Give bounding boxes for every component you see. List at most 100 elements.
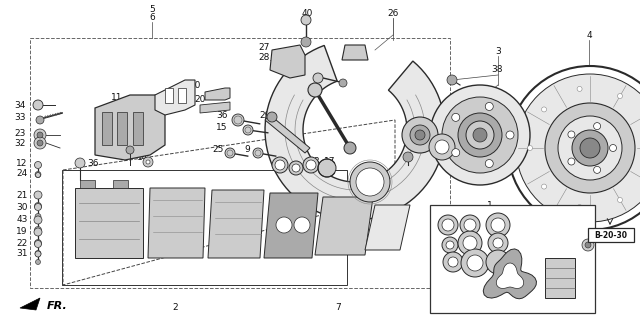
Circle shape — [272, 157, 288, 173]
Circle shape — [491, 218, 505, 232]
Circle shape — [582, 239, 594, 251]
Text: 2: 2 — [172, 302, 178, 311]
Text: 41: 41 — [595, 220, 607, 229]
Circle shape — [35, 259, 40, 264]
Circle shape — [486, 250, 510, 274]
Text: 33: 33 — [14, 114, 26, 122]
Circle shape — [485, 102, 493, 110]
Circle shape — [243, 125, 253, 135]
Circle shape — [493, 238, 503, 248]
Circle shape — [301, 15, 311, 25]
Circle shape — [34, 216, 42, 224]
Circle shape — [289, 161, 303, 175]
Circle shape — [527, 145, 532, 151]
Circle shape — [446, 241, 454, 249]
Text: 37: 37 — [310, 84, 322, 93]
Text: 31: 31 — [16, 249, 28, 258]
Circle shape — [488, 233, 508, 253]
Circle shape — [402, 117, 438, 153]
Circle shape — [558, 116, 622, 180]
Text: 13: 13 — [121, 140, 132, 150]
Circle shape — [126, 146, 134, 154]
Text: 39: 39 — [447, 140, 459, 150]
Polygon shape — [208, 190, 264, 258]
Text: 18: 18 — [309, 158, 321, 167]
Circle shape — [35, 240, 42, 247]
Circle shape — [577, 86, 582, 92]
Polygon shape — [75, 188, 143, 258]
Circle shape — [442, 237, 458, 253]
Polygon shape — [205, 88, 230, 100]
Text: 22: 22 — [17, 240, 28, 249]
Circle shape — [594, 167, 600, 173]
Circle shape — [541, 107, 547, 112]
Polygon shape — [133, 112, 143, 145]
Circle shape — [313, 73, 323, 83]
Text: 36: 36 — [216, 112, 228, 121]
Circle shape — [516, 74, 640, 222]
Polygon shape — [342, 45, 368, 60]
Text: 38: 38 — [492, 65, 503, 75]
Circle shape — [34, 228, 42, 236]
Circle shape — [609, 145, 616, 152]
Circle shape — [577, 204, 582, 210]
Circle shape — [35, 203, 42, 210]
Circle shape — [35, 241, 42, 248]
Bar — [30, 38, 450, 288]
Circle shape — [344, 142, 356, 154]
Circle shape — [318, 159, 336, 177]
Circle shape — [308, 83, 322, 97]
Circle shape — [303, 157, 319, 173]
Circle shape — [301, 37, 311, 47]
Circle shape — [448, 257, 458, 267]
Polygon shape — [315, 197, 373, 255]
Circle shape — [594, 122, 600, 130]
Text: 43: 43 — [16, 216, 28, 225]
Circle shape — [618, 93, 623, 99]
Text: 7: 7 — [335, 302, 341, 311]
Circle shape — [580, 138, 600, 158]
Circle shape — [356, 168, 384, 196]
Text: 24: 24 — [17, 168, 28, 177]
Text: 15: 15 — [216, 122, 228, 131]
Text: 5: 5 — [149, 5, 155, 14]
Circle shape — [452, 149, 460, 157]
Text: 12: 12 — [16, 159, 28, 167]
Circle shape — [232, 114, 244, 126]
Polygon shape — [365, 205, 410, 250]
Circle shape — [35, 213, 41, 219]
Text: 1: 1 — [487, 201, 493, 210]
Polygon shape — [165, 88, 173, 103]
Circle shape — [146, 160, 150, 164]
Bar — [430, 205, 595, 313]
Circle shape — [466, 121, 494, 149]
Polygon shape — [148, 188, 205, 258]
Circle shape — [618, 197, 623, 203]
Circle shape — [35, 251, 41, 257]
Polygon shape — [113, 180, 128, 188]
Circle shape — [572, 130, 608, 166]
Circle shape — [35, 172, 41, 177]
Text: 20: 20 — [195, 95, 205, 105]
Text: 32: 32 — [14, 138, 26, 147]
Circle shape — [253, 148, 263, 158]
Text: 6: 6 — [149, 13, 155, 23]
Circle shape — [463, 236, 477, 250]
Text: 17: 17 — [324, 158, 336, 167]
Text: 10: 10 — [293, 158, 305, 167]
Circle shape — [435, 140, 449, 154]
Polygon shape — [265, 45, 445, 220]
Circle shape — [541, 184, 547, 189]
Circle shape — [452, 113, 460, 121]
Polygon shape — [20, 298, 40, 310]
Circle shape — [275, 160, 285, 170]
Polygon shape — [155, 80, 195, 115]
Circle shape — [276, 217, 292, 233]
Text: 34: 34 — [14, 100, 26, 109]
Circle shape — [37, 140, 43, 146]
Circle shape — [461, 249, 489, 277]
Circle shape — [403, 152, 413, 162]
Polygon shape — [117, 112, 127, 145]
Polygon shape — [264, 193, 318, 258]
Text: 21: 21 — [16, 190, 28, 199]
